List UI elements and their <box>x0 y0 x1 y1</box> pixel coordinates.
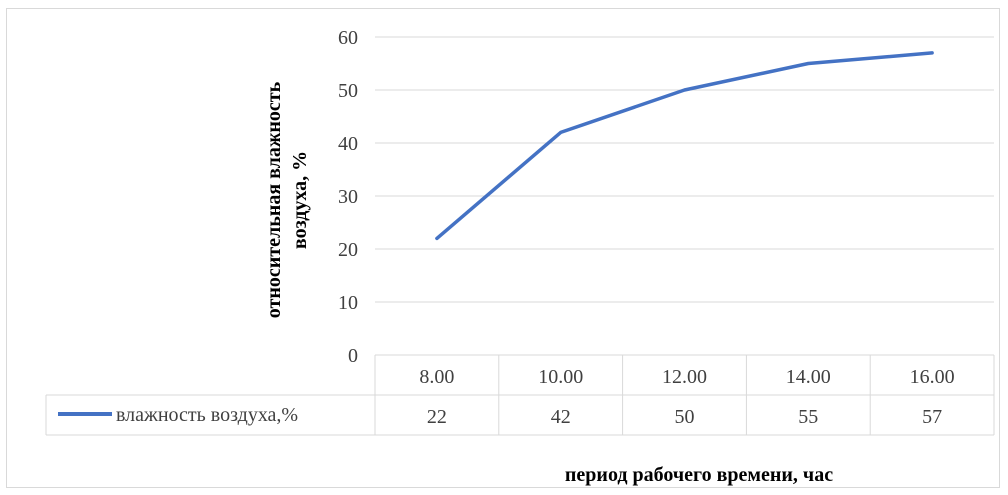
x-category-label: 10.00 <box>538 366 583 388</box>
x-category-label: 12.00 <box>662 366 707 388</box>
x-category-label: 14.00 <box>786 366 831 388</box>
x-category-label: 16.00 <box>910 366 955 388</box>
data-table: 8.00 10.00 12.00 14.00 16.00 влажность воздух… <box>45 354 995 436</box>
chart-frame <box>6 8 1000 488</box>
series-layer <box>435 51 934 241</box>
y-tick-label: 0 <box>348 345 358 367</box>
y-tick-label: 30 <box>338 186 358 208</box>
x-axis-title: период рабочего времени, час <box>565 464 833 486</box>
table-value: 50 <box>675 406 695 428</box>
legend-label: влажность воздуха,% <box>116 404 298 426</box>
y-tick-label: 50 <box>338 80 358 102</box>
table-value: 42 <box>551 406 571 428</box>
y-axis-title-line2: воздуха, % <box>289 151 311 249</box>
y-tick-label: 60 <box>338 27 358 49</box>
table-value: 22 <box>427 406 447 428</box>
table-value: 57 <box>922 406 942 428</box>
table-value: 55 <box>798 406 818 428</box>
y-axis-title-line1: относительная влажность <box>263 81 285 318</box>
y-tick-label: 40 <box>338 133 358 155</box>
y-axis-ticks: 0 10 20 30 40 50 60 <box>338 27 358 367</box>
gridlines <box>375 36 994 303</box>
x-category-label: 8.00 <box>419 366 454 388</box>
y-tick-label: 10 <box>338 292 358 314</box>
series-line <box>435 51 934 241</box>
y-tick-label: 20 <box>338 239 358 261</box>
